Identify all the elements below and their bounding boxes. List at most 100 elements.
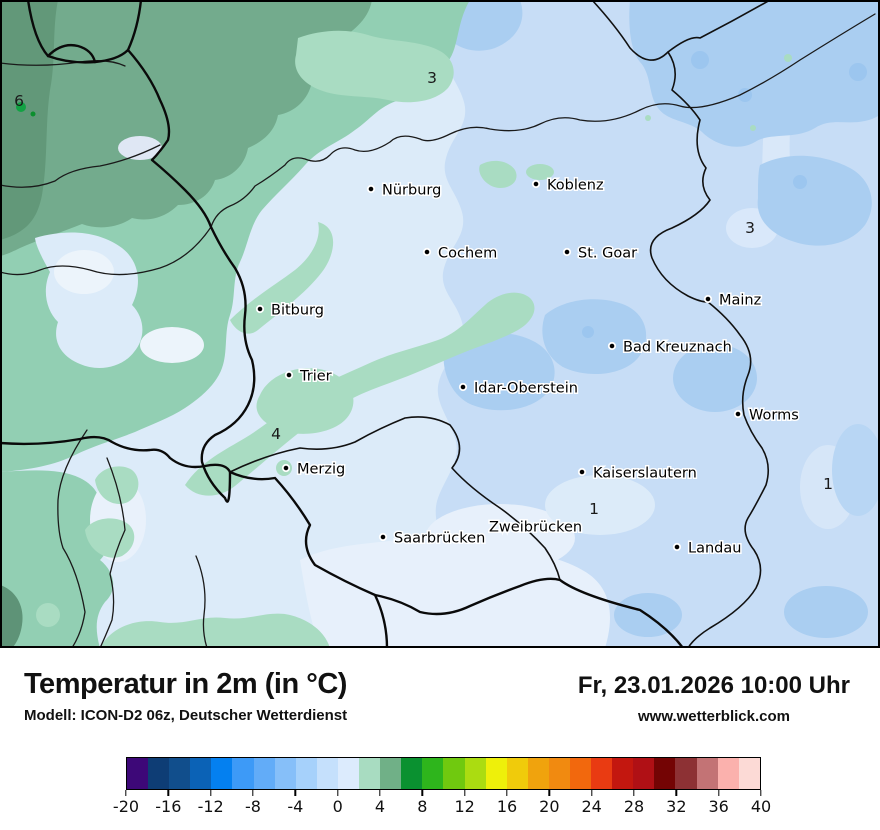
legend-segment-6	[253, 758, 275, 789]
legend-segment-3	[190, 758, 212, 789]
region-dark-sage	[0, 0, 58, 240]
legend-segment-16	[464, 758, 486, 789]
region-medium-blue	[443, 332, 555, 411]
mint-patch	[479, 160, 517, 188]
legend-tick-mark	[463, 790, 466, 796]
state-borders	[229, 0, 771, 648]
city-markers: Nürburg Koblenz Cochem St. Goar Bitburg Mainz…	[255, 176, 800, 558]
legend-tick-mark	[421, 790, 424, 796]
legend-segment-10	[337, 758, 360, 789]
city-marker-bitburg: Bitburg	[255, 301, 325, 320]
region-medium-blue	[784, 586, 868, 638]
white-patch	[118, 136, 162, 160]
legend-segment-12	[380, 758, 402, 789]
white-patch	[140, 327, 204, 363]
legend-tick-label: 16	[496, 797, 518, 816]
map-footer	[0, 648, 880, 830]
legend-segment-4	[211, 758, 233, 789]
city-marker-cochem: Cochem	[422, 244, 499, 263]
legend-segment-21	[569, 758, 592, 789]
city-label: Merzig	[297, 462, 345, 478]
legend-segment-24	[633, 758, 655, 789]
region-medium-blue	[757, 155, 872, 246]
city-marker-kaiserslautern: Kaiserslautern	[577, 464, 698, 483]
legend-tick-label: 28	[623, 797, 645, 816]
website-label: www.wetterblick.com	[638, 708, 790, 725]
blue-speck	[738, 88, 752, 102]
legend-segment-19	[527, 758, 549, 789]
legend-segment-26	[675, 758, 697, 789]
legend-tick-label: -20	[112, 797, 140, 816]
district-borders	[0, 13, 876, 648]
city-marker-trier: Trier	[284, 367, 333, 386]
temperature-value-label: 3	[427, 69, 437, 87]
city-dot-icon	[284, 370, 294, 380]
model-subtitle: Modell: ICON-D2 06z, Deutscher Wetterdie…	[24, 707, 348, 724]
temperature-value-label: 6	[14, 92, 24, 110]
legend-tick-label: 4	[374, 797, 386, 816]
mint-speck	[750, 125, 756, 131]
city-marker-bad-kreuznach: Bad Kreuznach	[607, 338, 733, 357]
city-marker-n-rburg: Nürburg	[366, 181, 443, 200]
pale-patch	[425, 504, 575, 572]
legend-tick-label: 40	[750, 797, 772, 816]
region-medium-blue	[673, 344, 757, 412]
city-marker-landau: Landau	[672, 539, 743, 558]
legend-segment-2	[169, 758, 191, 789]
legend-tick-label: 12	[454, 797, 475, 816]
city-marker-zweibr-cken: Zweibrücken	[488, 518, 584, 537]
city-dot-icon	[672, 542, 682, 552]
city-marker-saarbr-cken: Saarbrücken	[378, 529, 487, 548]
mint-speck	[645, 115, 651, 121]
legend-segment-5	[232, 758, 254, 789]
legend-tick-mark	[590, 790, 593, 796]
legend-segment-22	[591, 758, 613, 789]
temperature-value-label: 1	[589, 500, 599, 518]
legend-tick-mark	[209, 790, 212, 796]
city-label: Trier	[299, 369, 332, 385]
city-label: Nürburg	[382, 183, 441, 199]
city-marker-worms: Worms	[733, 406, 800, 425]
legend-tick-label: -4	[287, 797, 304, 816]
legend-segment-28	[717, 758, 739, 789]
city-dot-icon	[378, 532, 388, 542]
legend-segment-27	[696, 758, 718, 789]
city-label: St. Goar	[578, 246, 637, 262]
legend-tick-mark	[675, 790, 678, 796]
legend-segment-11	[359, 758, 381, 789]
blue-speck	[793, 175, 807, 189]
region-mint-band-top	[295, 30, 454, 103]
legend-segment-15	[443, 758, 465, 789]
legend-tick-mark	[548, 790, 551, 796]
legend-tick-label: 24	[581, 797, 602, 816]
legend-segment-18	[506, 758, 528, 789]
legend-tick-mark	[717, 790, 720, 796]
city-marker-merzig: Merzig	[281, 460, 347, 479]
legend-tick-label: 0	[332, 797, 343, 816]
white-patch	[54, 250, 114, 294]
region-medium-blue	[832, 424, 880, 516]
mint-speck	[784, 54, 792, 62]
legend-segment-8	[295, 758, 317, 789]
legend-segment-25	[654, 758, 676, 789]
city-label: Koblenz	[547, 178, 604, 194]
legend-tick-mark	[633, 790, 635, 796]
mint-patch	[85, 518, 135, 558]
city-dot-icon	[607, 341, 617, 351]
region-mint-band	[256, 368, 354, 434]
bright-green-spot	[30, 111, 36, 117]
city-label: Mainz	[719, 293, 761, 309]
legend-segment-13	[401, 758, 423, 789]
legend-segment-14	[422, 758, 444, 789]
legend-tick-mark	[506, 790, 508, 796]
city-dot-icon	[733, 409, 743, 419]
legend-segment-17	[485, 758, 507, 789]
city-marker-st-goar: St. Goar	[562, 244, 639, 263]
city-marker-idar-oberstein: Idar-Oberstein	[458, 379, 579, 398]
temperature-map-canvas: 6 3 3 4 1 1 Nürburg Koblenz Cochem St. Goar Bitbu…	[0, 0, 880, 648]
legend-segment-1	[148, 758, 170, 789]
region-medium-blue	[542, 299, 647, 374]
mint-patch	[36, 603, 60, 627]
city-marker-mainz: Mainz	[703, 291, 763, 310]
legend-segment-7	[274, 758, 296, 789]
